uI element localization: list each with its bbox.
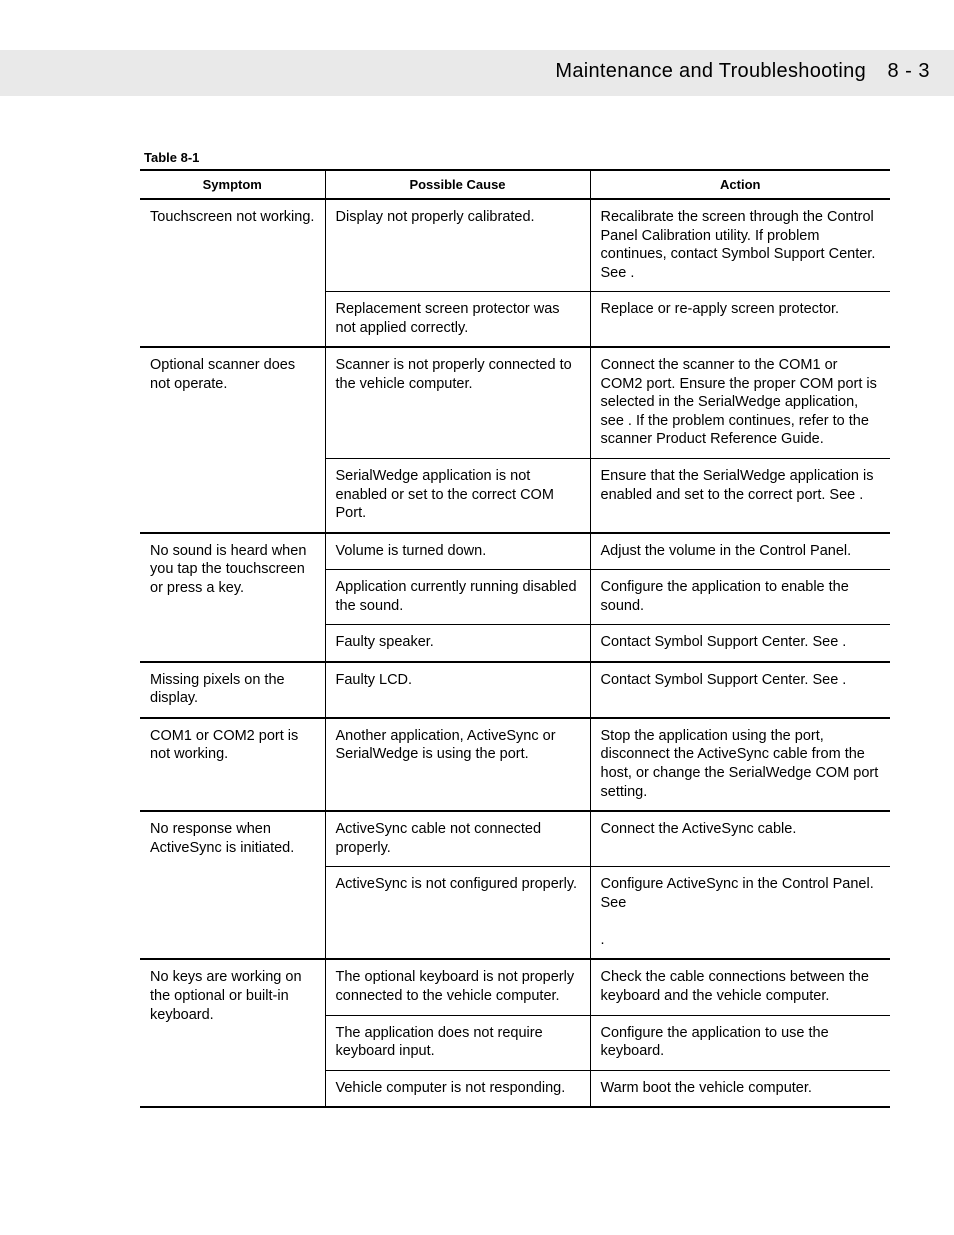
cell-cause: SerialWedge application is not enabled o… <box>325 459 590 533</box>
cell-symptom: No keys are working on the optional or b… <box>140 959 325 1107</box>
cell-cause: The application does not require keyboar… <box>325 1015 590 1070</box>
table-body: Touchscreen not working.Display not prop… <box>140 199 890 1107</box>
table-row: No keys are working on the optional or b… <box>140 959 890 1015</box>
cell-symptom: No sound is heard when you tap the touch… <box>140 533 325 662</box>
cell-action: Configure ActiveSync in the Control Pane… <box>590 867 890 960</box>
table-header: Symptom Possible Cause Action <box>140 170 890 199</box>
table-row: Optional scanner does not operate.Scanne… <box>140 347 890 458</box>
cell-cause: Another application, ActiveSync or Seria… <box>325 718 590 811</box>
cell-action: Ensure that the SerialWedge application … <box>590 459 890 533</box>
table-caption: Table 8-1 <box>144 150 894 165</box>
cell-action: Contact Symbol Support Center. See . <box>590 662 890 718</box>
cell-action: Connect the ActiveSync cable. <box>590 811 890 867</box>
header-page-number: 8 - 3 <box>887 60 930 83</box>
cell-cause: Volume is turned down. <box>325 533 590 570</box>
cell-cause: Faulty LCD. <box>325 662 590 718</box>
page-header-band: Maintenance and Troubleshooting 8 - 3 <box>0 50 954 96</box>
cell-action: Connect the scanner to the COM1 or COM2 … <box>590 347 890 458</box>
cell-cause: Faulty speaker. <box>325 625 590 662</box>
cell-symptom: No response when ActiveSync is initiated… <box>140 811 325 959</box>
cell-action: Replace or re-apply screen protector. <box>590 292 890 348</box>
cell-action: Stop the application using the port, dis… <box>590 718 890 811</box>
cell-cause: The optional keyboard is not properly co… <box>325 959 590 1015</box>
cell-cause: Scanner is not properly connected to the… <box>325 347 590 458</box>
col-header-symptom: Symptom <box>140 170 325 199</box>
cell-action: Recalibrate the screen through the Contr… <box>590 199 890 292</box>
col-header-action: Action <box>590 170 890 199</box>
cell-symptom: COM1 or COM2 port is not working. <box>140 718 325 811</box>
cell-symptom: Optional scanner does not operate. <box>140 347 325 532</box>
cell-symptom: Touchscreen not working. <box>140 199 325 347</box>
header-title: Maintenance and Troubleshooting <box>555 60 866 83</box>
cell-cause: Vehicle computer is not responding. <box>325 1070 590 1107</box>
cell-cause: ActiveSync is not configured properly. <box>325 867 590 960</box>
cell-action: Configure the application to use the key… <box>590 1015 890 1070</box>
cell-cause: Replacement screen protector was not app… <box>325 292 590 348</box>
cell-action: Check the cable connections between the … <box>590 959 890 1015</box>
cell-symptom: Missing pixels on the display. <box>140 662 325 718</box>
cell-action: Contact Symbol Support Center. See . <box>590 625 890 662</box>
cell-cause: ActiveSync cable not connected properly. <box>325 811 590 867</box>
table-row: Missing pixels on the display.Faulty LCD… <box>140 662 890 718</box>
col-header-cause: Possible Cause <box>325 170 590 199</box>
table-row: No sound is heard when you tap the touch… <box>140 533 890 570</box>
troubleshooting-table: Symptom Possible Cause Action Touchscree… <box>140 169 890 1108</box>
table-row: Touchscreen not working.Display not prop… <box>140 199 890 292</box>
cell-action: Adjust the volume in the Control Panel. <box>590 533 890 570</box>
cell-action: Configure the application to enable the … <box>590 570 890 625</box>
cell-action: Warm boot the vehicle computer. <box>590 1070 890 1107</box>
page-content: Table 8-1 Symptom Possible Cause Action … <box>140 150 894 1108</box>
cell-cause: Application currently running disabled t… <box>325 570 590 625</box>
cell-cause: Display not properly calibrated. <box>325 199 590 292</box>
table-row: COM1 or COM2 port is not working.Another… <box>140 718 890 811</box>
table-row: No response when ActiveSync is initiated… <box>140 811 890 867</box>
